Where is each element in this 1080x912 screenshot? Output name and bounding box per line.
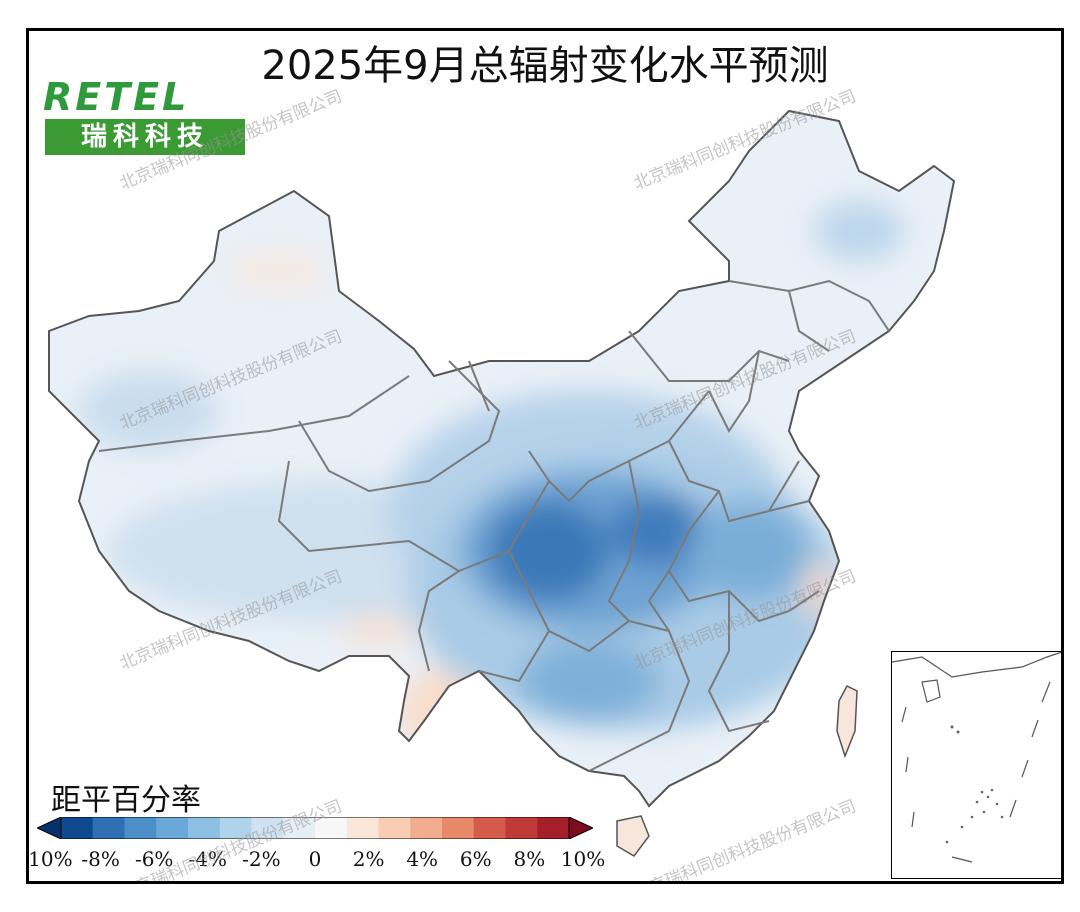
colorbar-max-arrow — [568, 817, 593, 839]
colorbar-tick-label: 8% — [513, 847, 546, 871]
colorbar-swatch — [283, 817, 316, 839]
china-outline — [48, 109, 956, 808]
colorbar-tick-label: -6% — [134, 847, 174, 871]
legend-title: 距平百分率 — [51, 783, 201, 818]
map-title: 2025年9月总辐射变化水平预测 — [261, 43, 829, 89]
colorbar-swatch — [346, 817, 379, 839]
colorbar-swatch — [410, 817, 443, 839]
logo-brand-text: RETEL — [43, 75, 190, 119]
colorbar-swatch — [61, 817, 94, 839]
colorbar-tick-label: -2% — [242, 847, 281, 871]
colorbar-border — [60, 817, 570, 839]
colorbar-swatch — [219, 817, 252, 839]
south-china-sea-inset — [891, 651, 1061, 879]
colorbar-tick-label: 2% — [352, 847, 385, 871]
colorbar-tick-label: 4% — [406, 847, 439, 871]
colorbar-tick-label: 0 — [308, 847, 322, 871]
company-logo: RETEL 瑞科科技 — [43, 75, 249, 157]
map-frame: 2025年9月总辐射变化水平预测 RETEL 瑞科科技 — [26, 28, 1064, 884]
colorbar-swatch — [92, 817, 125, 839]
taiwan-island — [836, 685, 858, 759]
colorbar-swatch — [473, 817, 506, 839]
colorbar-tick-label: -8% — [81, 847, 120, 871]
colorbar-swatch — [537, 817, 570, 839]
colorbar-tick-label: 10% — [560, 847, 606, 871]
colorbar-swatch — [378, 817, 411, 839]
colorbar-tick-label: -10% — [26, 847, 73, 871]
colorbar-swatch — [315, 817, 348, 839]
colorbar-min-arrow — [37, 817, 62, 839]
colorbar — [37, 817, 593, 839]
province-borders — [98, 279, 890, 772]
hainan-island — [616, 815, 650, 857]
forecast-map — [48, 109, 956, 857]
colorbar-ticks: -10% -8% -6% -4% -2% 0 2% 4% 6% 8% 10% — [29, 847, 629, 877]
inset-map — [891, 651, 1061, 863]
colorbar-tick-label: 6% — [459, 847, 492, 871]
colorbar-swatch — [251, 817, 284, 839]
colorbar-swatch — [505, 817, 538, 839]
colorbar-tick-label: -4% — [188, 847, 228, 871]
colorbar-swatch — [124, 817, 157, 839]
logo-chinese-name: 瑞科科技 — [45, 119, 245, 155]
colorbar-swatch — [156, 817, 189, 839]
colorbar-swatch — [188, 817, 221, 839]
colorbar-swatch — [442, 817, 475, 839]
